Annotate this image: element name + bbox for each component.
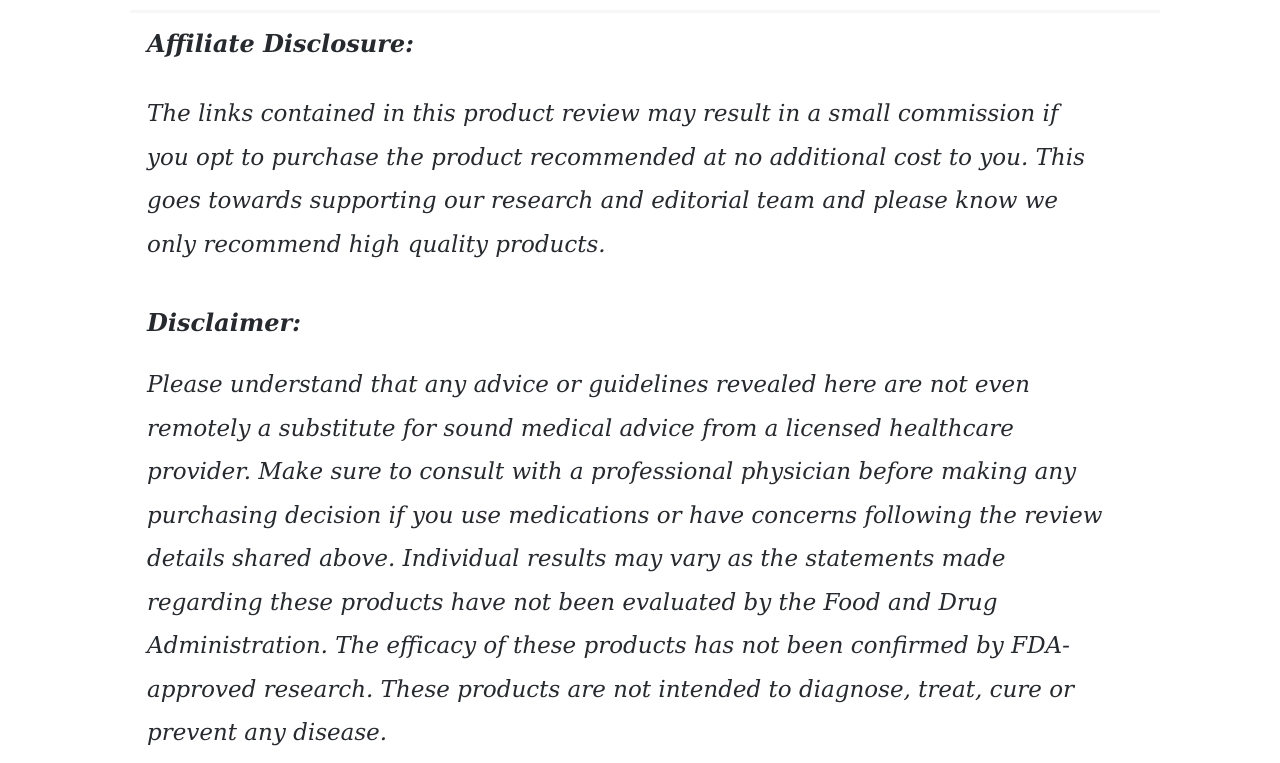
paragraph-line: goes towards supporting our research and… (147, 188, 1059, 214)
paragraph-line: provider. Make sure to consult with a pr… (147, 459, 1077, 485)
paragraph-line: The links contained in this product revi… (147, 101, 1059, 127)
paragraph-line: only recommend high quality products. (147, 231, 606, 258)
article-content: Affiliate Disclosure: The links containe… (147, 24, 1157, 756)
affiliate-disclosure-heading: Affiliate Disclosure: (147, 29, 414, 58)
disclaimer-paragraph: Please understand that any advice or gui… (147, 364, 1157, 756)
paragraph-line: regarding these products have not been e… (147, 589, 998, 616)
paragraph-line: prevent any disease. (147, 720, 388, 746)
paragraph-line: Administration. The efficacy of these pr… (147, 633, 1070, 659)
disclaimer-heading: Disclaimer: (147, 308, 302, 337)
paragraph-line: remotely a substitute for sound medical … (147, 415, 1014, 442)
content-top-divider (130, 10, 1160, 13)
paragraph-line: details shared above. Individual results… (147, 546, 1006, 572)
affiliate-disclosure-paragraph: The links contained in this product revi… (147, 93, 1157, 267)
paragraph-line: purchasing decision if you use medicatio… (147, 502, 1103, 529)
paragraph-line: approved research. These products are no… (147, 676, 1075, 703)
paragraph-line: you opt to purchase the product recommen… (147, 144, 1085, 171)
paragraph-line: Please understand that any advice or gui… (147, 372, 1030, 398)
